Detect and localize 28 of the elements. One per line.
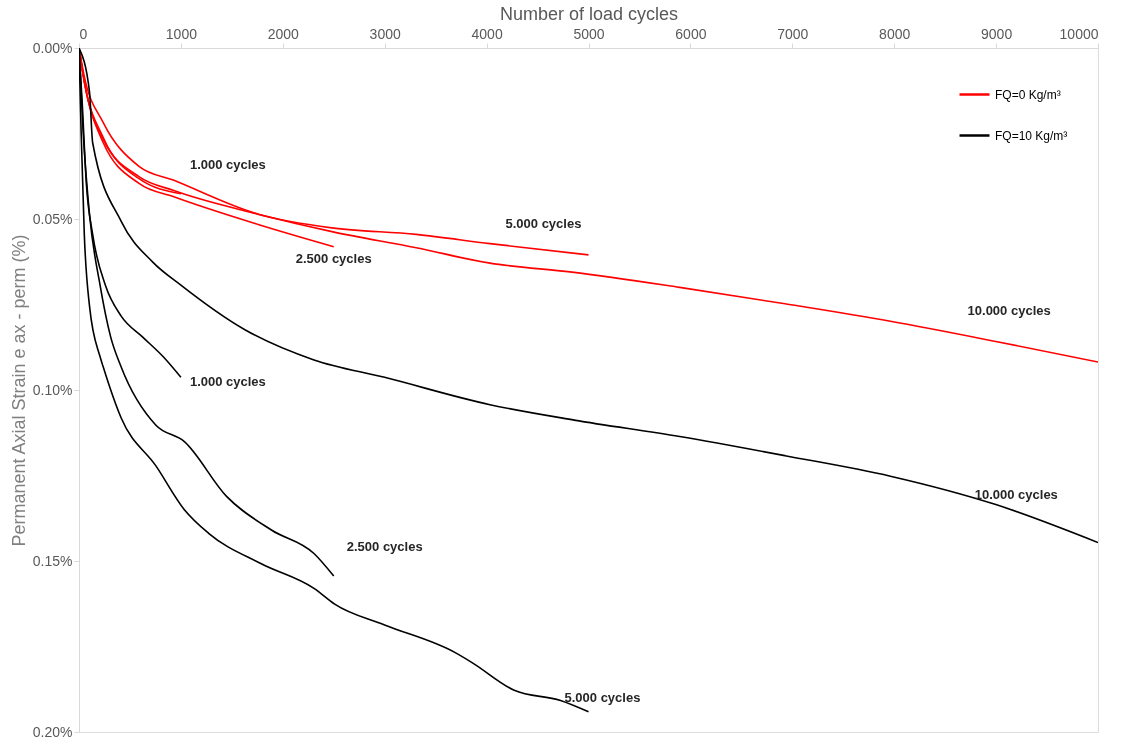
- annotation: 2.500 cycles: [295, 250, 372, 266]
- annotation: 2.500 cycles: [346, 539, 423, 555]
- x-tick-label: 7000: [777, 25, 809, 42]
- annotation: 10.000 cycles: [967, 303, 1051, 318]
- x-tick-label: 3000: [369, 25, 401, 42]
- legend-label: FQ=0 Kg/m³: [995, 87, 1061, 102]
- annotation: 1.000 cycles: [189, 156, 266, 172]
- x-tick-label: 4000: [471, 25, 503, 42]
- x-tick-label: 8000: [879, 25, 911, 42]
- y-tick-label: 0.00%: [32, 39, 73, 56]
- x-tick-label: 5000: [573, 25, 605, 42]
- y-tick-label: 0.15%: [32, 552, 73, 569]
- annotation: 1.000 cycles: [189, 374, 266, 390]
- y-tick-label: 0.05%: [32, 210, 73, 227]
- x-tick-label: 10000: [1059, 25, 1099, 42]
- y-axis-title: Permanent Axial Strain e ax - perm (%): [8, 234, 29, 547]
- x-tick-label: 6000: [675, 25, 707, 42]
- y-tick-label: 0.10%: [32, 381, 73, 398]
- x-tick-label: 1000: [165, 25, 198, 42]
- x-tick-label: 0: [79, 25, 88, 42]
- annotation: 5.000 cycles: [505, 215, 582, 231]
- annotation: 5.000 cycles: [564, 689, 641, 705]
- legend-label: FQ=10 Kg/m³: [995, 128, 1068, 143]
- x-axis-title: Number of load cycles: [499, 3, 679, 24]
- y-tick-label: 0.20%: [32, 723, 73, 740]
- x-tick-label: 2000: [267, 25, 300, 42]
- annotation: 10.000 cycles: [974, 486, 1058, 502]
- x-tick-label: 9000: [981, 25, 1013, 42]
